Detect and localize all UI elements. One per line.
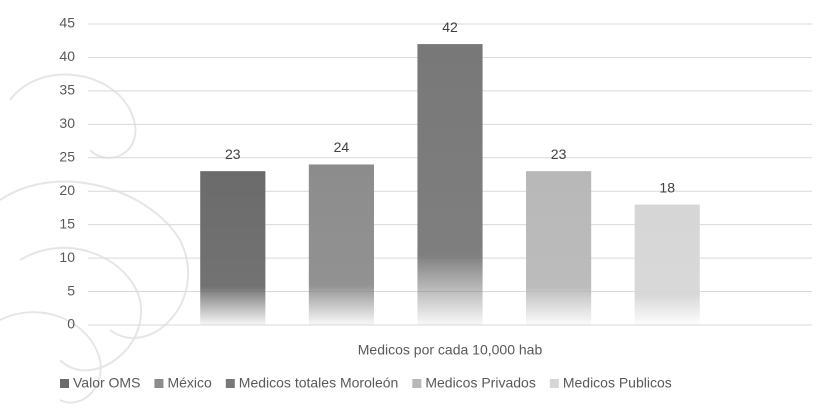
bar <box>417 44 483 326</box>
legend: Valor OMS México Medicos totales Moroleón M… <box>60 375 672 391</box>
y-tick-label: 0 <box>67 316 75 332</box>
legend-label: Medicos Privados <box>425 375 536 391</box>
legend-label: México <box>167 375 212 391</box>
legend-label: Valor OMS <box>73 375 140 391</box>
y-tick-label: 35 <box>59 82 75 98</box>
y-tick-label: 15 <box>59 215 75 231</box>
legend-label: Medicos totales Moroleón <box>239 375 399 391</box>
legend-swatch <box>412 379 422 388</box>
legend-label: Medicos Publicos <box>563 375 672 391</box>
y-tick-label: 5 <box>67 282 75 298</box>
x-axis-label: Medicos por cada 10,000 hab <box>358 342 543 358</box>
y-tick-label: 40 <box>59 48 75 64</box>
background-ornament <box>0 73 190 404</box>
legend-swatch <box>154 379 164 388</box>
legend-swatch <box>60 379 69 388</box>
y-tick-label: 20 <box>59 182 75 198</box>
y-tick-label: 30 <box>59 115 75 131</box>
data-label: 18 <box>659 179 675 195</box>
y-tick-label: 10 <box>59 249 75 265</box>
bar <box>634 204 700 325</box>
data-label: 23 <box>551 146 567 162</box>
data-label: 24 <box>334 139 350 155</box>
data-label: 23 <box>225 146 241 162</box>
y-tick-label: 25 <box>59 148 75 164</box>
legend-swatch <box>549 379 559 388</box>
data-label: 42 <box>442 19 458 35</box>
bar <box>526 171 592 325</box>
y-tick-label: 45 <box>59 15 75 31</box>
bar <box>200 171 266 325</box>
legend-swatch <box>225 379 235 388</box>
bar <box>308 164 374 325</box>
